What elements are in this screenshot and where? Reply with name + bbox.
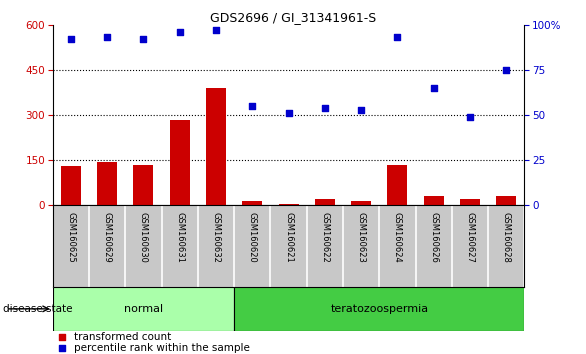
Bar <box>170 120 190 205</box>
Text: GSM160629: GSM160629 <box>103 212 112 263</box>
Text: normal: normal <box>124 304 163 314</box>
Point <box>103 35 112 40</box>
Text: GDS2696 / GI_31341961-S: GDS2696 / GI_31341961-S <box>210 11 376 24</box>
Bar <box>424 196 444 205</box>
Text: disease state: disease state <box>3 304 73 314</box>
Bar <box>53 287 234 331</box>
Bar <box>234 287 524 331</box>
Text: GSM160627: GSM160627 <box>465 212 475 263</box>
Text: transformed count: transformed count <box>74 332 171 342</box>
Bar <box>243 201 263 205</box>
Point <box>320 105 329 111</box>
Text: GSM160621: GSM160621 <box>284 212 293 263</box>
Point <box>175 29 185 35</box>
Point <box>212 27 221 33</box>
Text: GSM160620: GSM160620 <box>248 212 257 263</box>
Bar <box>97 162 117 205</box>
Point <box>370 287 379 293</box>
Text: teratozoospermia: teratozoospermia <box>331 304 428 314</box>
Bar <box>351 201 371 205</box>
Bar <box>61 166 81 205</box>
Text: GSM160628: GSM160628 <box>502 212 511 263</box>
Point <box>356 107 366 113</box>
Bar <box>278 204 299 205</box>
Point <box>502 67 511 73</box>
Point <box>465 114 475 120</box>
Text: GSM160622: GSM160622 <box>321 212 329 263</box>
Point <box>248 103 257 109</box>
Bar <box>206 88 226 205</box>
Text: GSM160630: GSM160630 <box>139 212 148 263</box>
Point <box>429 85 438 91</box>
Bar <box>134 165 154 205</box>
Text: GSM160624: GSM160624 <box>393 212 402 263</box>
Text: GSM160632: GSM160632 <box>212 212 220 263</box>
Text: percentile rank within the sample: percentile rank within the sample <box>74 343 250 353</box>
Text: GSM160625: GSM160625 <box>66 212 76 263</box>
Text: GSM160631: GSM160631 <box>175 212 184 263</box>
Point <box>139 36 148 42</box>
Point <box>66 36 76 42</box>
Bar <box>387 165 407 205</box>
Text: GSM160626: GSM160626 <box>430 212 438 263</box>
Point <box>370 183 379 188</box>
Point <box>284 110 294 116</box>
Bar <box>315 199 335 205</box>
Point <box>393 35 402 40</box>
Bar <box>460 199 480 205</box>
Bar <box>496 196 516 205</box>
Text: GSM160623: GSM160623 <box>357 212 366 263</box>
